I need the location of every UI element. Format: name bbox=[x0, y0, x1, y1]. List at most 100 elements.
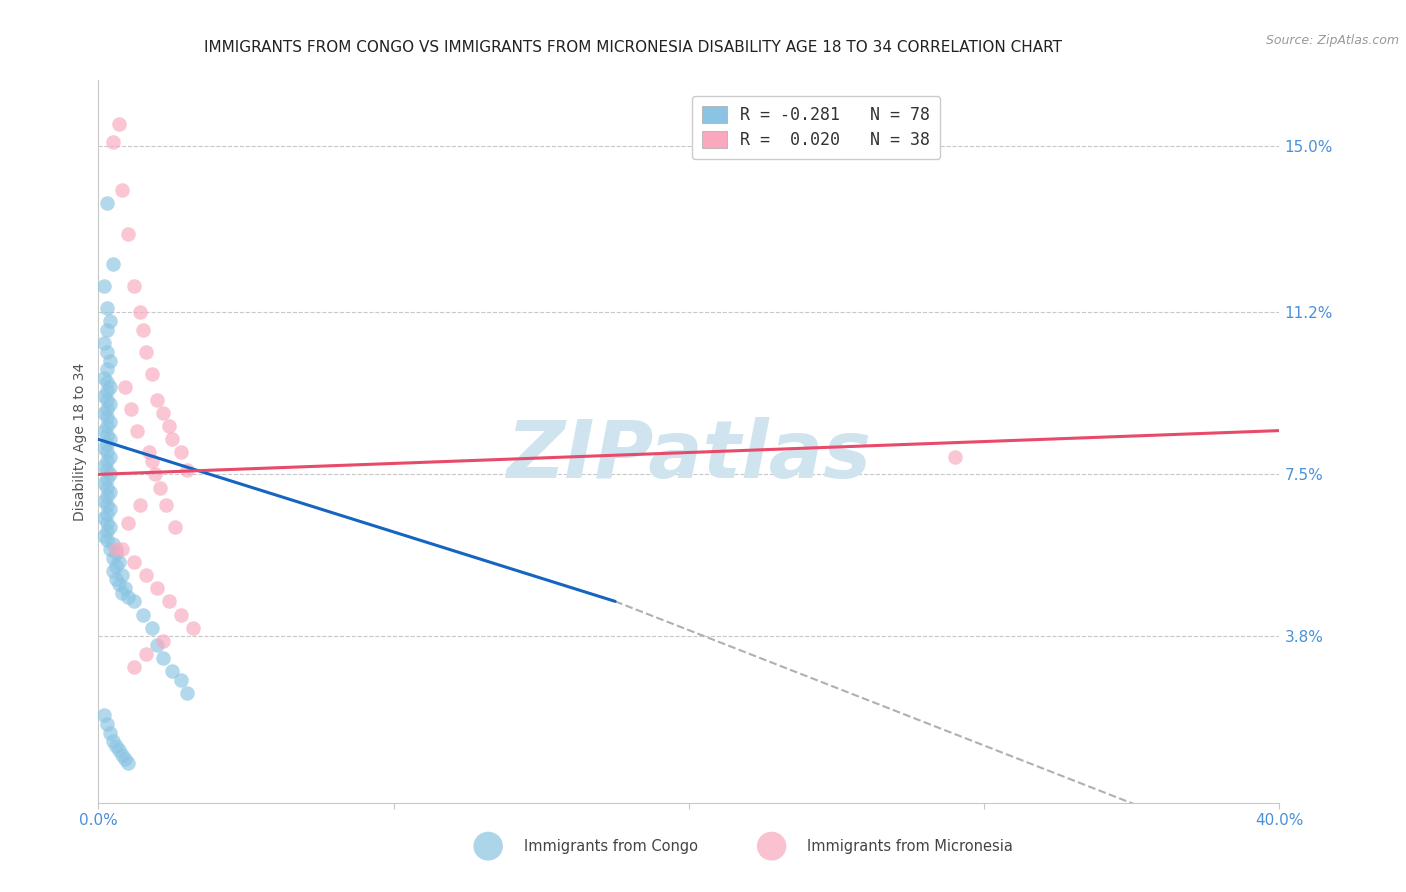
Point bbox=[93, 529, 115, 543]
Point bbox=[122, 555, 145, 569]
Point bbox=[122, 279, 145, 293]
Point bbox=[93, 336, 115, 351]
Point bbox=[103, 537, 125, 551]
Text: IMMIGRANTS FROM CONGO VS IMMIGRANTS FROM MICRONESIA DISABILITY AGE 18 TO 34 CORR: IMMIGRANTS FROM CONGO VS IMMIGRANTS FROM… bbox=[204, 40, 1062, 55]
Point bbox=[98, 433, 121, 447]
Point bbox=[93, 708, 115, 723]
Text: ZIPatlas: ZIPatlas bbox=[506, 417, 872, 495]
Point bbox=[105, 559, 128, 574]
Point bbox=[181, 621, 204, 635]
Point bbox=[96, 376, 118, 390]
Point bbox=[105, 541, 128, 556]
Point bbox=[98, 314, 121, 328]
Point bbox=[117, 516, 139, 530]
Point bbox=[98, 502, 121, 516]
Point bbox=[152, 633, 174, 648]
Point bbox=[120, 401, 142, 416]
Legend: R = -0.281   N = 78, R =  0.020   N = 38: R = -0.281 N = 78, R = 0.020 N = 38 bbox=[692, 95, 941, 159]
Point bbox=[125, 424, 148, 438]
Point bbox=[96, 344, 118, 359]
Point bbox=[117, 590, 139, 604]
Point bbox=[103, 550, 125, 565]
Point bbox=[93, 279, 115, 293]
Point bbox=[96, 436, 118, 450]
Point bbox=[143, 467, 166, 482]
Point bbox=[152, 651, 174, 665]
Point bbox=[135, 647, 157, 661]
Point bbox=[943, 450, 966, 464]
Point bbox=[146, 392, 169, 407]
Point bbox=[96, 392, 118, 407]
Point bbox=[103, 257, 125, 271]
Point bbox=[141, 367, 163, 381]
Point bbox=[157, 594, 180, 608]
Point bbox=[96, 489, 118, 503]
Point bbox=[98, 520, 121, 534]
Point bbox=[98, 450, 121, 464]
Point bbox=[128, 498, 150, 512]
Point bbox=[135, 344, 157, 359]
Point bbox=[138, 445, 160, 459]
Text: Source: ZipAtlas.com: Source: ZipAtlas.com bbox=[1265, 34, 1399, 47]
Point bbox=[117, 756, 139, 771]
Point bbox=[122, 594, 145, 608]
Point bbox=[93, 441, 115, 455]
Point bbox=[96, 524, 118, 539]
Point bbox=[135, 568, 157, 582]
Text: Immigrants from Congo: Immigrants from Congo bbox=[523, 838, 697, 854]
Point bbox=[93, 424, 115, 438]
Point bbox=[103, 564, 125, 578]
Point bbox=[114, 380, 136, 394]
Point bbox=[111, 568, 134, 582]
Point bbox=[170, 673, 193, 688]
Ellipse shape bbox=[474, 831, 503, 861]
Point bbox=[93, 388, 115, 402]
Point bbox=[157, 419, 180, 434]
Point bbox=[93, 511, 115, 525]
Ellipse shape bbox=[756, 831, 786, 861]
Point bbox=[162, 433, 183, 447]
Point bbox=[96, 410, 118, 425]
Point bbox=[108, 117, 131, 131]
Point bbox=[98, 353, 121, 368]
Point bbox=[96, 323, 118, 337]
Point bbox=[132, 607, 155, 622]
Point bbox=[108, 577, 131, 591]
Point bbox=[96, 195, 118, 210]
Point bbox=[103, 135, 125, 149]
Point bbox=[98, 725, 121, 739]
Point bbox=[105, 739, 128, 753]
Point bbox=[170, 607, 193, 622]
Point bbox=[96, 454, 118, 468]
Point bbox=[98, 397, 121, 411]
Point bbox=[98, 484, 121, 499]
Point bbox=[96, 717, 118, 731]
Text: Immigrants from Micronesia: Immigrants from Micronesia bbox=[807, 838, 1012, 854]
Point bbox=[93, 406, 115, 420]
Point bbox=[96, 472, 118, 486]
Point bbox=[141, 621, 163, 635]
Point bbox=[141, 454, 163, 468]
Point bbox=[96, 428, 118, 442]
Point bbox=[162, 665, 183, 679]
Point bbox=[96, 481, 118, 495]
Point bbox=[117, 227, 139, 241]
Point bbox=[105, 546, 128, 560]
Point bbox=[111, 183, 134, 197]
Point bbox=[149, 481, 172, 495]
Point bbox=[170, 445, 193, 459]
Point bbox=[114, 752, 136, 766]
Point bbox=[176, 463, 198, 477]
Point bbox=[176, 686, 198, 700]
Point bbox=[105, 573, 128, 587]
Point bbox=[98, 380, 121, 394]
Point bbox=[96, 301, 118, 315]
Point bbox=[98, 541, 121, 556]
Point bbox=[98, 415, 121, 429]
Point bbox=[96, 419, 118, 434]
Point bbox=[108, 743, 131, 757]
Point bbox=[165, 520, 187, 534]
Point bbox=[122, 660, 145, 674]
Point bbox=[128, 305, 150, 319]
Point bbox=[96, 516, 118, 530]
